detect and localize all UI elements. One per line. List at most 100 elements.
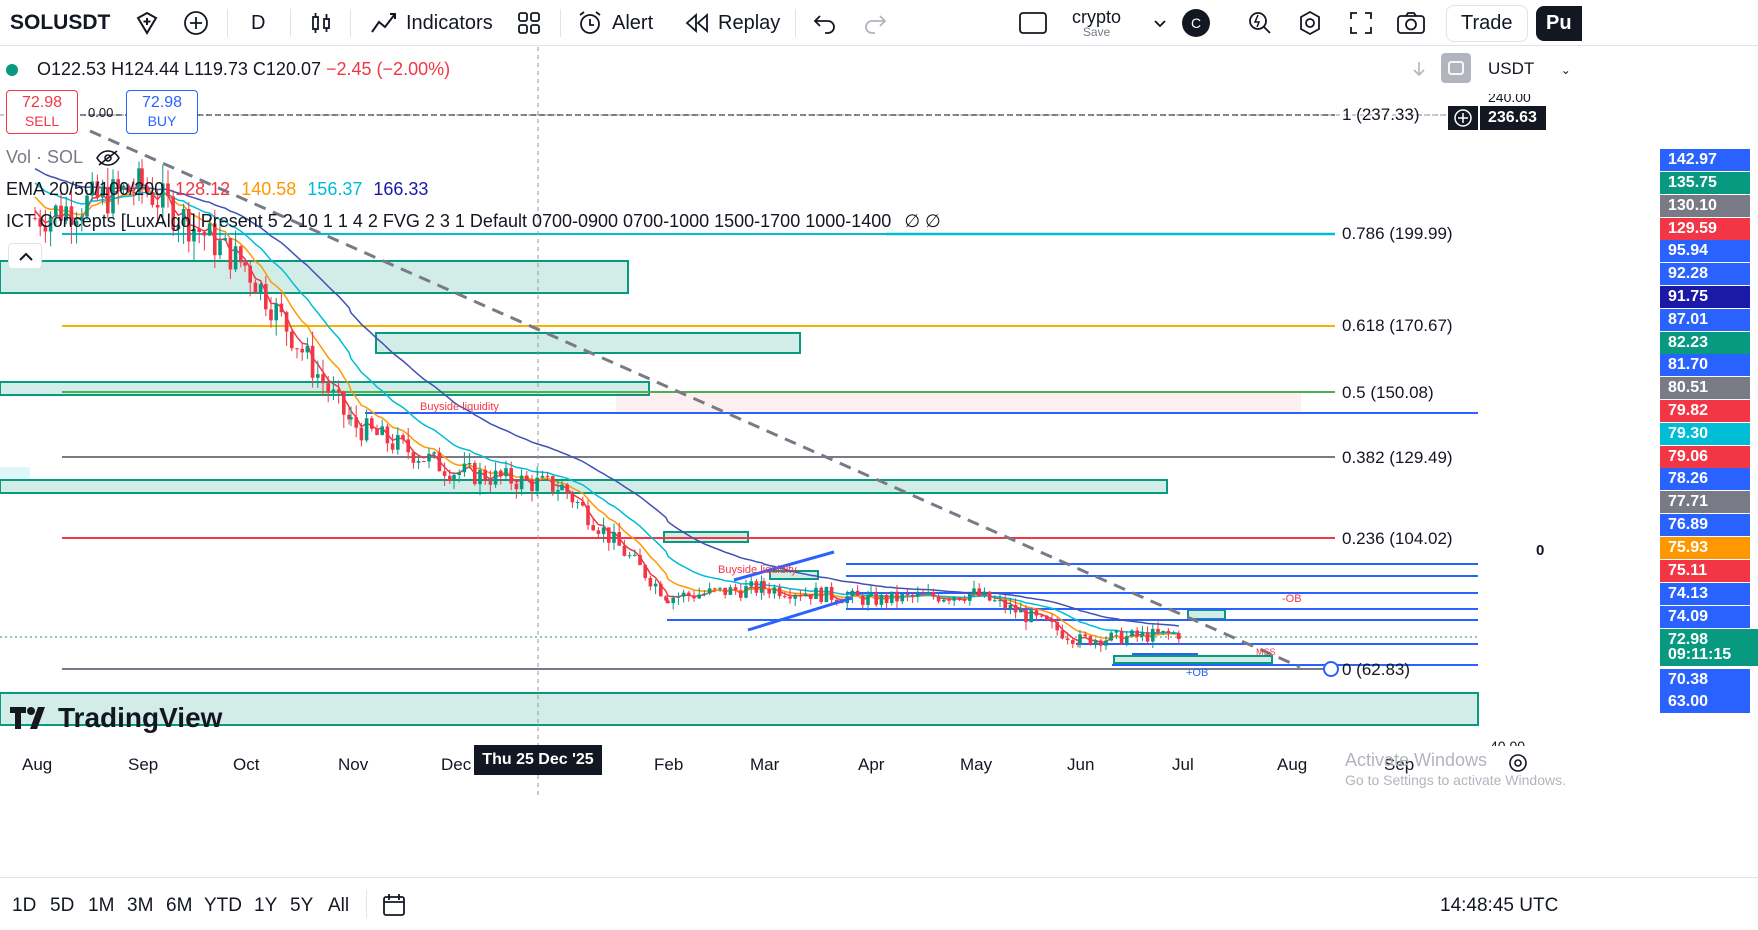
time-axis[interactable] (0, 799, 1478, 845)
candle-body-26 (166, 183, 170, 197)
candle-body-193 (1019, 609, 1023, 613)
candle-body-104 (565, 484, 569, 494)
candle-body-131 (702, 593, 707, 595)
crosshair-add-icon[interactable] (1448, 106, 1478, 130)
candle-body-21 (140, 168, 144, 187)
range-all[interactable]: All (328, 895, 350, 916)
indicators-button[interactable]: Indicators (370, 0, 493, 46)
spread-value: 0.00 (88, 105, 114, 120)
candle-body-91 (499, 470, 503, 477)
volume-legend[interactable]: Vol · SOL (6, 147, 121, 168)
range-3m[interactable]: 3M (127, 895, 154, 916)
candle-body-179 (947, 599, 951, 601)
add-to-watchlist-icon[interactable] (134, 0, 160, 46)
ict-concepts-legend[interactable]: ICT Concepts [LuxAlgo] Present 5 2 10 1 … (6, 211, 941, 232)
candle-body-155 (824, 586, 829, 602)
undo-icon[interactable] (812, 0, 838, 46)
wedge-upper-line (733, 550, 835, 582)
time-label-jun: Jun (1067, 755, 1095, 774)
user-avatar[interactable]: C (1182, 0, 1210, 46)
layout-dropdown-chevron-icon[interactable] (1152, 0, 1168, 46)
candle-body-51 (295, 348, 299, 350)
candle-body-153 (814, 587, 818, 599)
range-1d[interactable]: 1D (12, 895, 37, 916)
layouts-icon[interactable] (516, 0, 542, 46)
candle-body-165 (874, 592, 878, 605)
candle-body-98 (535, 477, 539, 492)
utc-clock[interactable]: 14:48:45 UTC (1440, 895, 1559, 916)
currency-selector[interactable]: USDT ⌄ (1488, 59, 1571, 79)
candle-body-145 (772, 587, 777, 594)
time-label-oct: Oct (233, 755, 260, 774)
quick-search-icon[interactable] (1246, 0, 1274, 46)
candle-body-213 (1119, 630, 1124, 644)
sell-button[interactable]: 72.98 SELL (6, 90, 78, 134)
candle-body-49 (284, 312, 289, 332)
price-label-7: 87.01 (1660, 309, 1750, 331)
candle-body-160 (850, 590, 855, 597)
chart-canvas[interactable] (0, 47, 1758, 877)
publish-button[interactable]: Pu (1536, 0, 1582, 46)
candle-body-195 (1029, 610, 1033, 623)
settings-gear-icon[interactable] (1296, 0, 1324, 46)
range-6m[interactable]: 6M (166, 895, 193, 916)
alert-button[interactable]: Alert (576, 0, 653, 46)
ema-legend[interactable]: EMA 20/50/100/200 128.12 140.58 156.37 1… (6, 179, 428, 200)
go-to-date-calendar-icon[interactable] (381, 892, 407, 924)
fullscreen-layout-icon[interactable] (1018, 0, 1048, 46)
chart-area[interactable]: O122.53 H124.44 L119.73 C120.07 −2.45 (−… (0, 47, 1758, 877)
candle-body-108 (586, 505, 590, 526)
ema-100-value: 156.37 (307, 179, 363, 199)
currency-chevron-icon[interactable]: ⌄ (1560, 63, 1571, 77)
interval-selector[interactable]: D (251, 0, 265, 46)
candle-body-97 (530, 479, 534, 492)
candle-body-44 (258, 284, 263, 294)
symbol-search[interactable]: SOLUSDT (10, 0, 110, 46)
price-label-9: 81.70 (1660, 354, 1750, 376)
collapse-legend-chevron-icon[interactable] (8, 243, 42, 269)
candle-body-137 (733, 587, 738, 591)
candle-body-166 (879, 594, 884, 605)
candle-body-10 (85, 195, 89, 217)
premium-zone (616, 392, 1301, 414)
candle-body-50 (290, 331, 294, 349)
candle-body-96 (525, 475, 529, 480)
price-label-18: 75.11 (1660, 560, 1750, 582)
range-1m[interactable]: 1M (88, 895, 115, 916)
candle-body-67 (375, 428, 379, 436)
fib-label-0236: 0.236 (104.02) (1342, 529, 1453, 548)
fvg-zone-3 (0, 479, 1168, 494)
symbol-name[interactable]: SOLUSDT (10, 11, 111, 34)
interval-label[interactable]: D (251, 11, 266, 34)
trade-button[interactable]: Trade (1446, 0, 1528, 46)
snapshot-camera-icon[interactable] (1396, 0, 1426, 46)
replay-button[interactable]: Replay (684, 0, 780, 46)
chart-settings-gear-icon[interactable] (1506, 751, 1530, 780)
bottom-toolbar: 1D 5D 1M 3M 6M YTD 1Y 5Y All 14:48:45 UT… (0, 877, 1758, 930)
fullscreen-icon[interactable] (1348, 0, 1374, 46)
range-1y[interactable]: 1Y (254, 895, 278, 916)
compare-symbol-icon[interactable] (182, 0, 210, 46)
buy-button[interactable]: 72.98 BUY (126, 90, 198, 134)
candle-body-147 (783, 596, 787, 598)
candle-body-152 (809, 594, 813, 599)
candle-body-17 (121, 185, 126, 190)
range-ytd[interactable]: YTD (204, 895, 242, 916)
hidden-eye-icon[interactable] (95, 149, 121, 167)
candle-style-icon[interactable] (308, 0, 334, 46)
candle-body-28 (176, 225, 181, 230)
candle-body-32 (197, 228, 201, 233)
redo-icon[interactable] (862, 0, 888, 46)
range-5d[interactable]: 5D (50, 895, 75, 916)
candle-body-11 (90, 181, 94, 196)
scroll-down-arrow-icon[interactable] (1410, 59, 1428, 84)
candle-body-109 (591, 525, 595, 531)
candle-body-47 (274, 303, 278, 321)
candle-body-202 (1065, 638, 1070, 641)
auto-scale-icon[interactable] (1441, 53, 1471, 83)
range-5y[interactable]: 5Y (290, 895, 314, 916)
layout-name-button[interactable]: crypto Save (1072, 0, 1121, 46)
buyside-liquidity-label-2: Buyside liquidity (718, 564, 797, 576)
candle-body-30 (187, 209, 191, 242)
candle-body-133 (713, 588, 717, 590)
